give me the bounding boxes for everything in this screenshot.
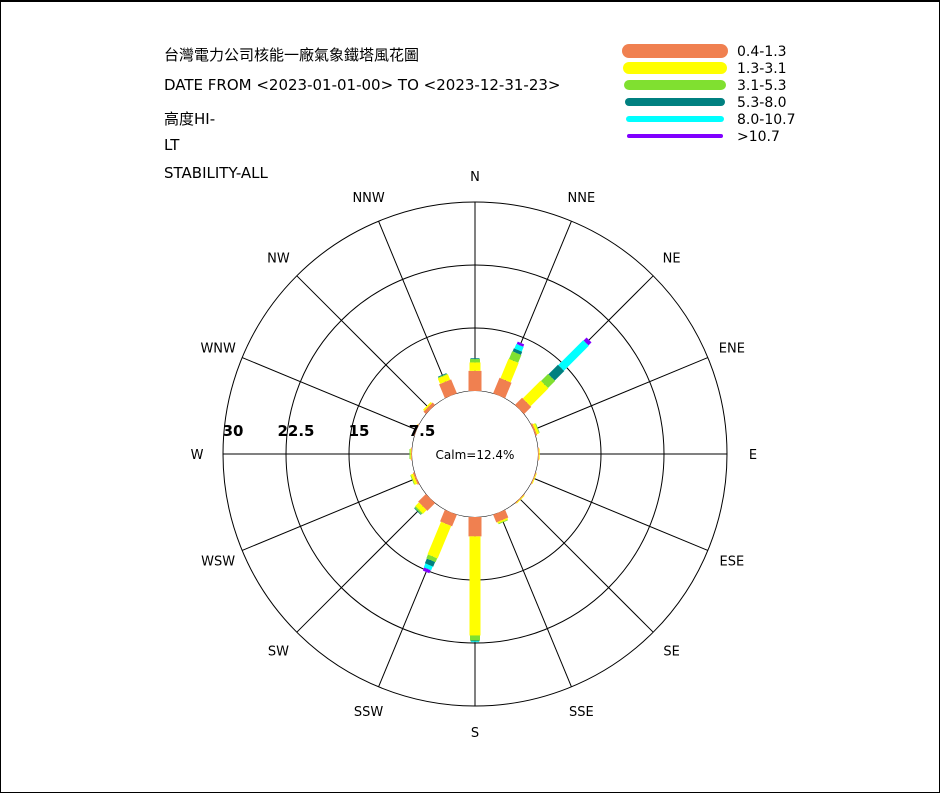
petal-ssw-bin-5 (427, 565, 429, 569)
ring-value-label-4: 30 (223, 422, 244, 440)
direction-label-s: S (471, 726, 479, 741)
petal-se-bin-1 (520, 499, 521, 500)
petal-sse-bin-2 (502, 520, 503, 522)
petal-ssw-bin-1 (446, 512, 451, 524)
direction-label-ene: ENE (719, 342, 745, 357)
petal-sw-bin-1 (423, 499, 431, 507)
spoke-nw (297, 276, 431, 410)
petal-nne-bin-6 (520, 343, 521, 345)
petal-ne-bin-1 (520, 402, 527, 409)
petal-wsw-bin-1 (415, 478, 417, 479)
petal-sse-bin-1 (499, 512, 502, 520)
ring-value-label-3: 22.5 (277, 422, 314, 440)
legend-label-3: 3.1-5.3 (737, 78, 787, 94)
spoke-sw (297, 499, 431, 633)
direction-label-ssw: SSW (354, 705, 384, 720)
legend-label-1: 0.4-1.3 (737, 44, 787, 60)
petal-ne-bin-3 (544, 377, 551, 384)
petal-ene-bin-1 (533, 429, 535, 430)
direction-label-e: E (749, 448, 757, 463)
direction-label-ese: ESE (719, 554, 744, 569)
spoke-wnw (242, 358, 417, 430)
petal-ne-bin-6 (586, 340, 589, 343)
petal-nne-bin-1 (499, 380, 505, 396)
spoke-se (520, 499, 654, 633)
direction-label-wnw: WNW (200, 342, 236, 357)
petal-ssw-bin-6 (426, 569, 427, 572)
ring-value-label-2: 15 (349, 422, 370, 440)
petal-nne-bin-3 (514, 353, 517, 361)
petal-nne-bin-2 (506, 361, 514, 380)
petal-nw-bin-1 (428, 407, 430, 409)
direction-label-nne: NNE (568, 191, 596, 206)
legend-label-6: >10.7 (737, 129, 780, 145)
petal-nne-bin-4 (517, 350, 518, 353)
petal-se-bin-2 (520, 499, 521, 500)
legend-label-5: 8.0-10.7 (737, 112, 796, 128)
petal-nne-bin-5 (518, 345, 520, 350)
direction-label-n: N (470, 170, 480, 185)
petal-ne-bin-5 (561, 343, 586, 368)
petal-nnw-bin-1 (445, 382, 451, 396)
legend-label-4: 5.3-8.0 (737, 95, 787, 111)
ring-value-label-1: 7.5 (409, 422, 436, 440)
direction-label-se: SE (663, 645, 679, 660)
direction-label-nnw: NNW (352, 191, 384, 206)
direction-label-sw: SW (268, 645, 289, 660)
petal-ne-bin-2 (527, 385, 545, 403)
petal-sw-bin-2 (419, 506, 423, 510)
spoke-nnw (379, 221, 451, 396)
petal-wsw-bin-2 (413, 479, 415, 480)
spoke-sse (499, 512, 571, 687)
direction-label-sse: SSE (569, 705, 594, 720)
spoke-ese (533, 478, 708, 550)
legend-label-2: 1.3-3.1 (737, 61, 787, 77)
direction-label-wsw: WSW (201, 554, 235, 569)
petal-sw-bin-3 (418, 510, 419, 511)
petal-nw-bin-2 (427, 406, 428, 407)
petal-ne-bin-4 (552, 368, 562, 378)
petal-ene-bin-2 (535, 428, 537, 429)
spoke-wsw (242, 478, 417, 550)
calm-label: Calm=12.4% (436, 448, 515, 462)
petal-ssw-bin-2 (433, 524, 447, 557)
petal-nnw-bin-2 (443, 376, 445, 381)
direction-label-ne: NE (663, 251, 681, 266)
petal-ssw-bin-4 (429, 560, 431, 565)
petal-sw-bin-4 (417, 511, 418, 512)
petal-ssw-bin-3 (431, 556, 433, 560)
direction-label-w: W (191, 448, 204, 463)
direction-label-nw: NW (267, 251, 290, 266)
